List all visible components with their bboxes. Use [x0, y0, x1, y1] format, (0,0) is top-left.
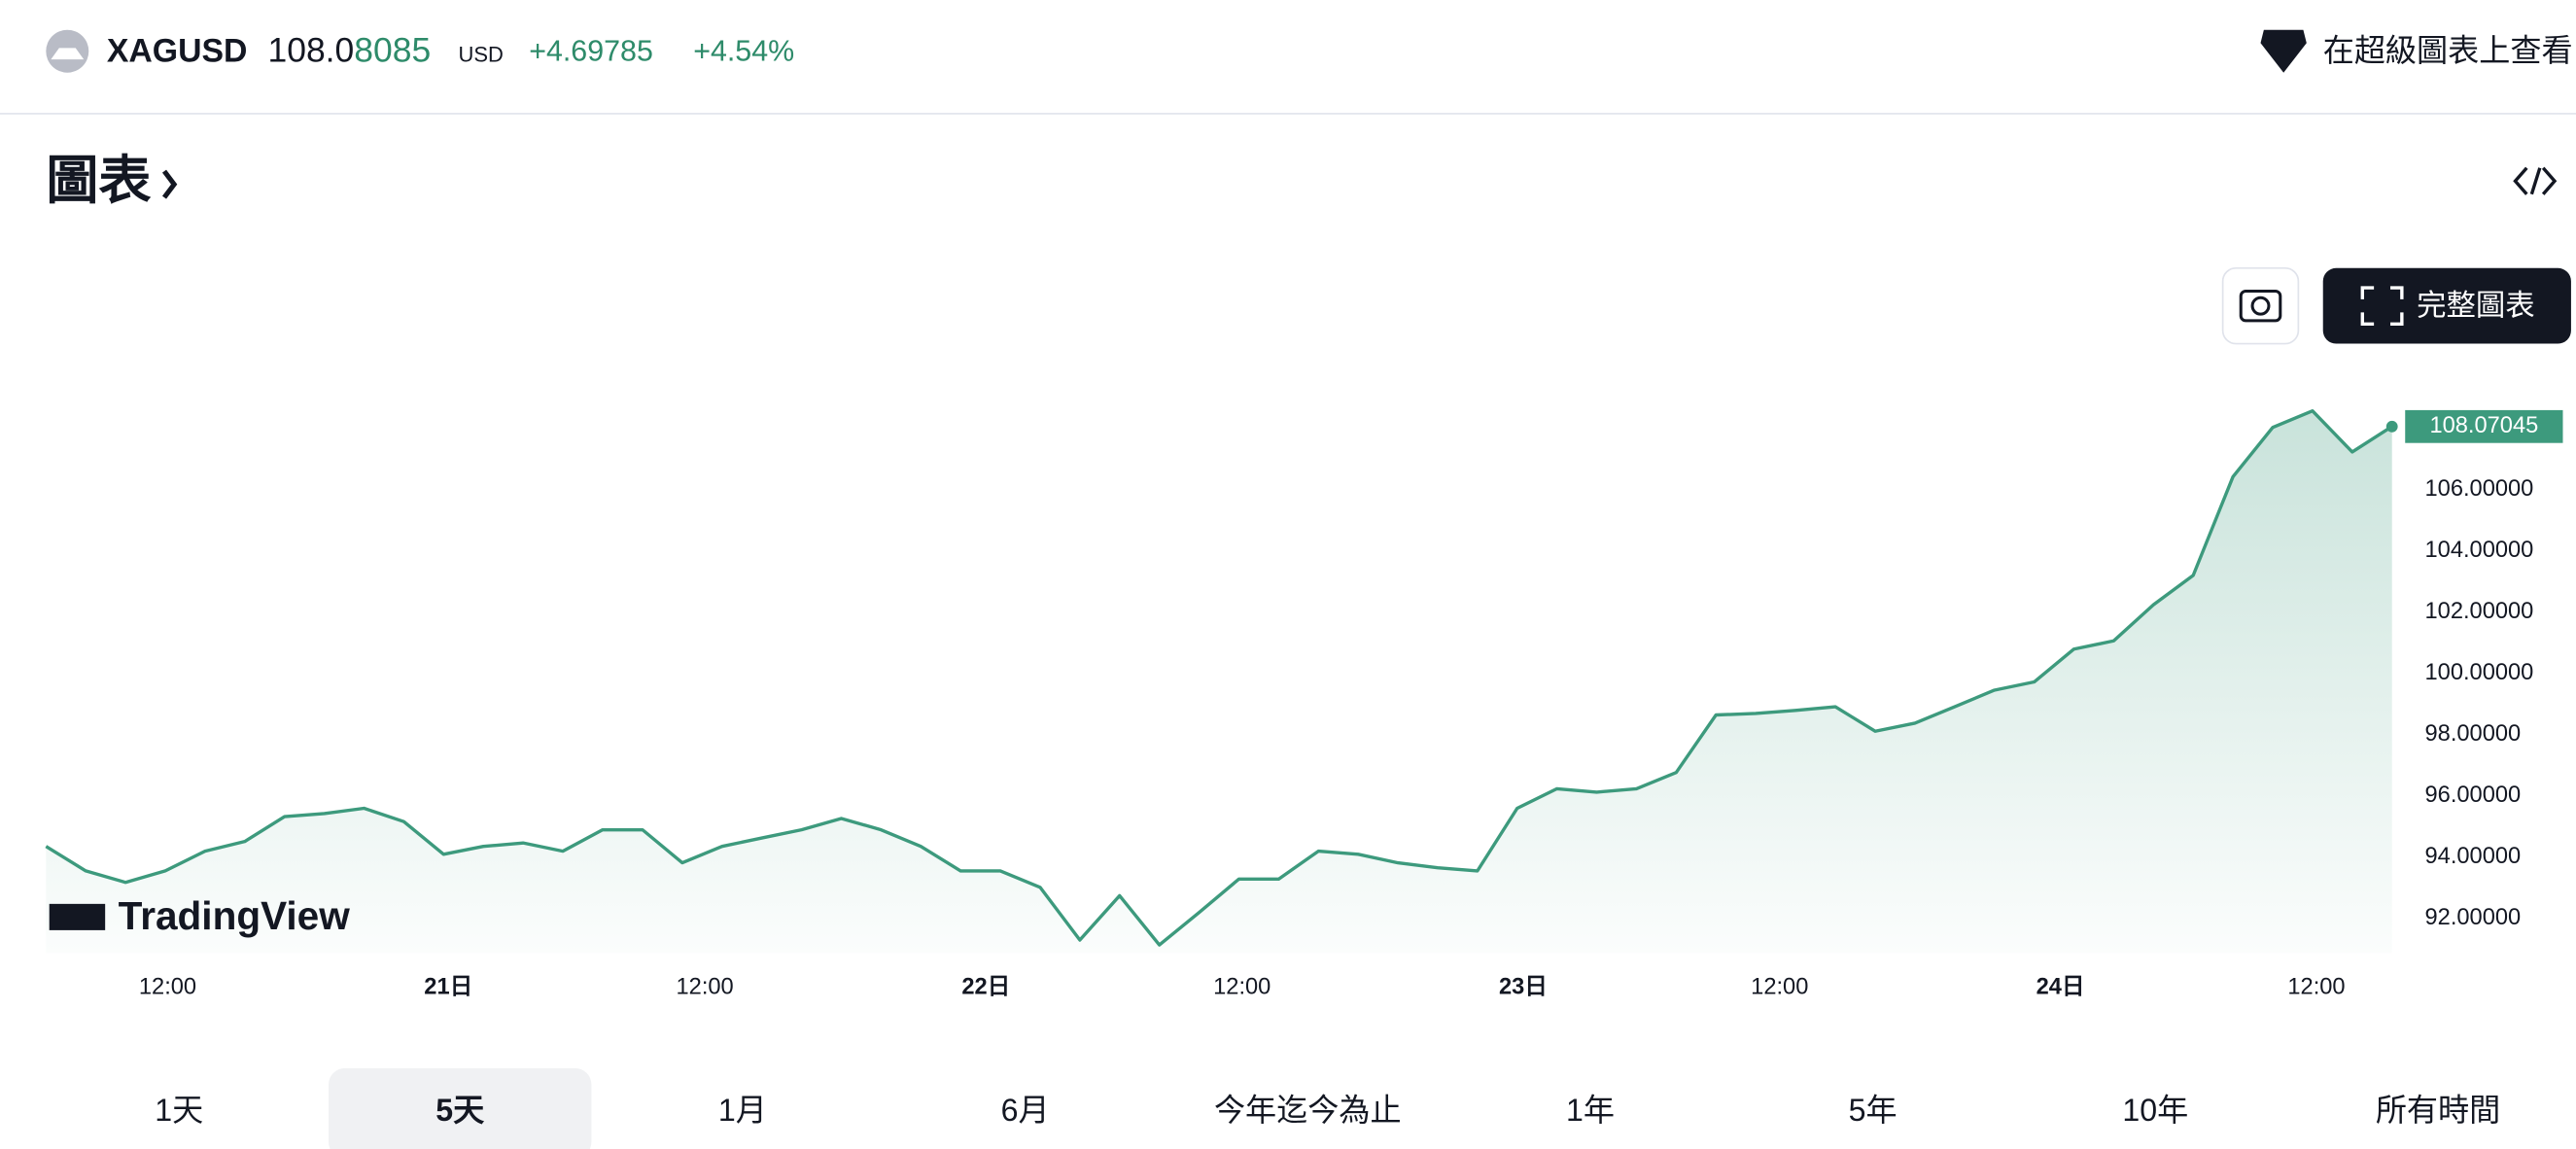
price: 108.08085 — [267, 31, 431, 70]
range-tab[interactable]: 5天 — [435, 1093, 485, 1128]
range-tab[interactable]: 1月 — [718, 1093, 767, 1128]
x-tick-label: 12:00 — [2287, 974, 2345, 999]
supercharts-link[interactable]: 在超級圖表上查看 — [2323, 33, 2573, 68]
x-tick-label: 12:00 — [139, 974, 196, 999]
range-tab[interactable]: 5年 — [1849, 1093, 1897, 1128]
range-tab[interactable]: 所有時間 — [2376, 1093, 2500, 1128]
price-main: 108.0 — [267, 31, 354, 70]
y-tick-label: 94.00000 — [2425, 844, 2522, 869]
section-title[interactable]: 圖表 — [46, 152, 151, 210]
x-tick-label: 12:00 — [1751, 974, 1808, 999]
price-line — [45, 408, 2393, 947]
watermark: TradingView — [119, 893, 351, 938]
x-tick-label: 21日 — [424, 974, 472, 999]
change: +4.69785 — [529, 34, 653, 67]
y-tick-label: 98.00000 — [2425, 721, 2522, 747]
chevron — [161, 169, 178, 199]
x-tick-label: 12:00 — [1213, 974, 1271, 999]
y-tick-label: 104.00000 — [2425, 538, 2534, 563]
y-tick-label: 100.00000 — [2425, 660, 2534, 685]
camera-icon — [2239, 289, 2282, 323]
range-tabs: 1天 5天 1月 6月 今年迄今為止 1年 5年 10年 所有時間 — [155, 1093, 2500, 1128]
last-price-label: 108.07045 — [2429, 413, 2538, 438]
last-point — [2385, 420, 2398, 433]
full-chart-button[interactable] — [2322, 267, 2571, 344]
currency: USD — [459, 43, 504, 67]
range-tab[interactable]: 1天 — [155, 1093, 203, 1128]
y-tick-label: 96.00000 — [2425, 783, 2522, 808]
y-tick-label: 92.00000 — [2425, 905, 2522, 930]
symbol: XAGUSD — [107, 32, 248, 69]
range-tab[interactable]: 1年 — [1566, 1093, 1615, 1128]
supercharts-icon[interactable] — [2260, 29, 2307, 73]
snapshot-button[interactable] — [2221, 266, 2300, 345]
chart: 92.00000 94.00000 96.00000 98.00000 100.0000… — [45, 408, 2563, 999]
fullscreen-icon — [2360, 286, 2404, 326]
last-price-box — [2405, 409, 2563, 443]
selected-range-bg — [329, 1067, 592, 1149]
price-tail: 8085 — [354, 31, 431, 70]
range-tab[interactable]: 今年迄今為止 — [1214, 1093, 1402, 1128]
x-tick-label: 12:00 — [677, 974, 734, 999]
x-tick-label: 22日 — [961, 974, 1010, 999]
full-chart-label[interactable]: 完整圖表 — [2417, 289, 2535, 322]
y-tick-label: 106.00000 — [2425, 476, 2534, 502]
x-tick-label: 24日 — [2036, 974, 2085, 999]
logo-shape — [51, 48, 85, 60]
y-tick-label: 102.00000 — [2425, 599, 2534, 624]
x-tick-label: 23日 — [1499, 974, 1548, 999]
area — [46, 410, 2392, 954]
change-pct: +4.54% — [693, 34, 794, 67]
camera-lens — [2250, 296, 2271, 316]
watermark-logo — [49, 903, 106, 930]
range-tab[interactable]: 10年 — [2122, 1093, 2188, 1128]
range-tab[interactable]: 6月 — [1001, 1093, 1050, 1128]
embed-button[interactable] — [2513, 166, 2558, 195]
